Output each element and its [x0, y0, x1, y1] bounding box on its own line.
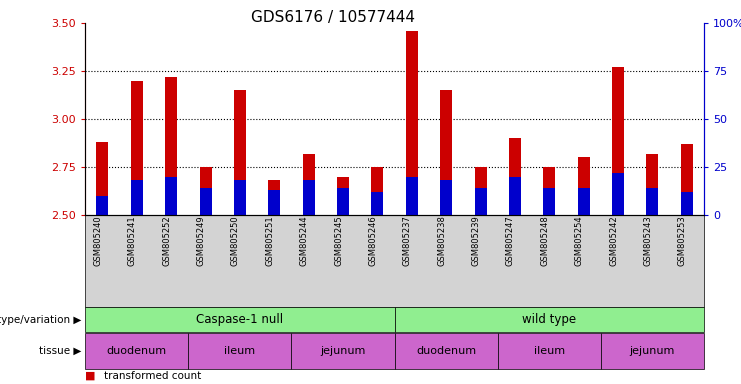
Bar: [130, 81, 143, 215]
Bar: [474, 167, 487, 215]
Bar: [337, 188, 349, 215]
Bar: [302, 180, 315, 215]
Text: GDS6176 / 10577444: GDS6176 / 10577444: [251, 10, 416, 25]
Bar: [371, 167, 383, 215]
Bar: [96, 142, 108, 215]
Bar: [681, 144, 693, 215]
Bar: [646, 154, 659, 215]
Bar: [578, 157, 590, 215]
Bar: [268, 180, 280, 215]
Bar: [234, 180, 246, 215]
Bar: [474, 188, 487, 215]
Bar: [612, 173, 624, 215]
Bar: [199, 167, 211, 215]
Bar: [406, 177, 418, 215]
Text: wild type: wild type: [522, 313, 576, 326]
Bar: [268, 190, 280, 215]
Text: duodenum: duodenum: [416, 346, 476, 356]
Text: GSM805251: GSM805251: [265, 216, 274, 266]
Text: tissue ▶: tissue ▶: [39, 346, 82, 356]
Text: GSM805240: GSM805240: [93, 216, 102, 266]
Bar: [543, 167, 555, 215]
Bar: [406, 31, 418, 215]
Text: GSM805242: GSM805242: [609, 216, 618, 266]
Text: GSM805239: GSM805239: [471, 216, 480, 266]
Text: jejunum: jejunum: [630, 346, 675, 356]
Bar: [681, 192, 693, 215]
Bar: [612, 67, 624, 215]
Bar: [234, 90, 246, 215]
Text: GSM805237: GSM805237: [403, 216, 412, 266]
Bar: [165, 77, 177, 215]
Text: GSM805249: GSM805249: [196, 216, 205, 266]
Bar: [543, 188, 555, 215]
Bar: [337, 177, 349, 215]
Text: ileum: ileum: [534, 346, 565, 356]
Text: Caspase-1 null: Caspase-1 null: [196, 313, 284, 326]
Text: jejunum: jejunum: [320, 346, 366, 356]
Text: duodenum: duodenum: [107, 346, 167, 356]
Bar: [509, 177, 521, 215]
Text: GSM805253: GSM805253: [678, 216, 687, 266]
Bar: [130, 180, 143, 215]
Bar: [509, 138, 521, 215]
Text: GSM805238: GSM805238: [437, 216, 446, 266]
Text: GSM805244: GSM805244: [299, 216, 309, 266]
Bar: [371, 192, 383, 215]
Text: GSM805243: GSM805243: [643, 216, 652, 266]
Text: GSM805241: GSM805241: [127, 216, 137, 266]
Text: genotype/variation ▶: genotype/variation ▶: [0, 314, 82, 325]
Text: GSM805245: GSM805245: [334, 216, 343, 266]
Text: GSM805248: GSM805248: [540, 216, 549, 266]
Bar: [440, 180, 452, 215]
Text: GSM805250: GSM805250: [231, 216, 240, 266]
Bar: [302, 154, 315, 215]
Text: GSM805246: GSM805246: [368, 216, 377, 266]
Bar: [646, 188, 659, 215]
Bar: [199, 188, 211, 215]
Bar: [165, 177, 177, 215]
Bar: [578, 188, 590, 215]
Text: transformed count: transformed count: [104, 371, 201, 381]
Text: GSM805254: GSM805254: [574, 216, 584, 266]
Bar: [96, 196, 108, 215]
Text: GSM805247: GSM805247: [506, 216, 515, 266]
Text: GSM805252: GSM805252: [162, 216, 171, 266]
Text: ileum: ileum: [225, 346, 256, 356]
Text: ■: ■: [85, 371, 96, 381]
Bar: [440, 90, 452, 215]
